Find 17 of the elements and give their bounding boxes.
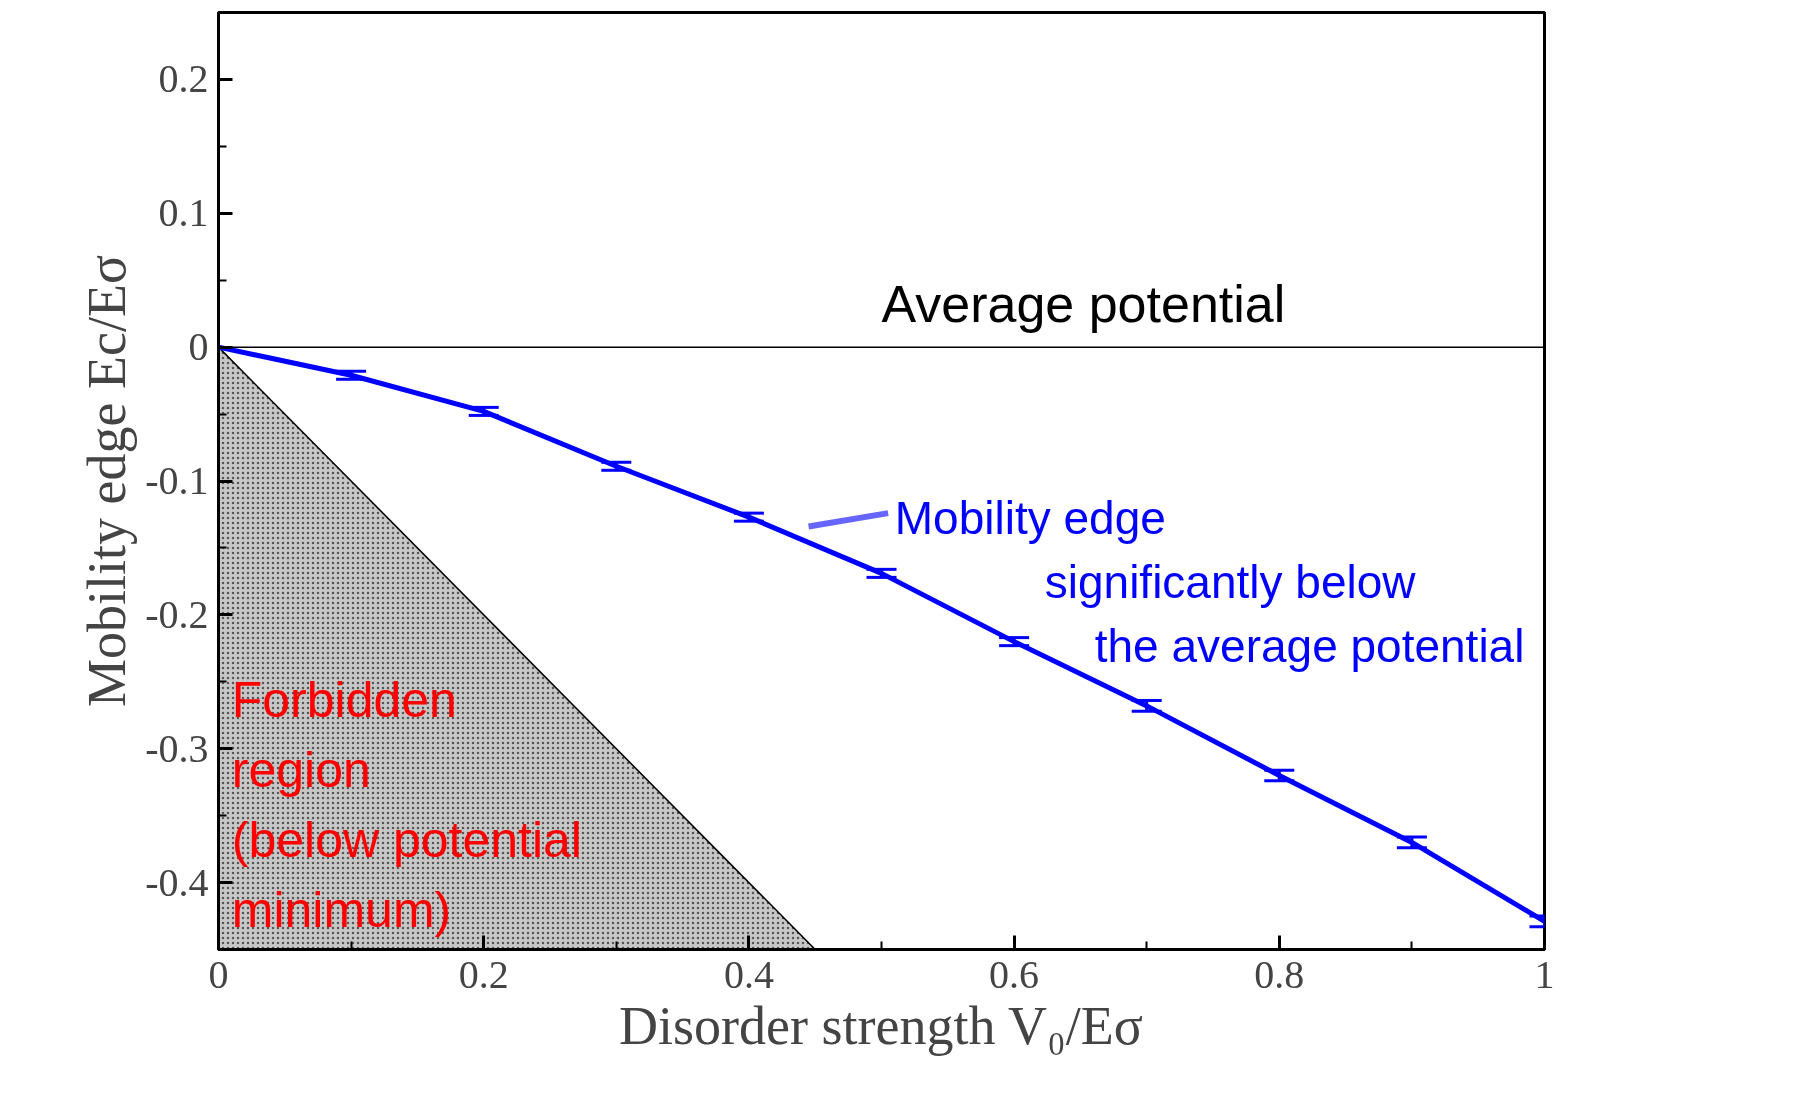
- y-tick-label: -0.2: [145, 591, 209, 637]
- x-tick-label: 0.2: [458, 951, 509, 997]
- y-axis-title: Mobility edge Ec/Eσ: [77, 254, 138, 708]
- y-tick-label: 0: [188, 324, 209, 370]
- x-axis-title: Disorder strength V₀/Eσ: [619, 995, 1143, 1056]
- x-tick-label: 0.4: [723, 951, 774, 997]
- x-tick-label: 1: [1534, 951, 1555, 997]
- ref-line-label: Average potential: [881, 275, 1286, 334]
- x-tick-label: 0.8: [1254, 951, 1305, 997]
- y-tick-label: -0.1: [145, 458, 209, 503]
- y-tick-label: -0.4: [145, 859, 209, 905]
- annotation: Forbidden region (below potential minimum): [231, 671, 582, 938]
- y-tick-label: 0.2: [158, 56, 209, 102]
- annotation: Mobility edge significantly below the average potential: [894, 492, 1525, 673]
- x-tick-label: 0.6: [989, 951, 1040, 997]
- y-tick-label: 0.1: [158, 190, 209, 236]
- y-tick-label: -0.3: [145, 725, 209, 771]
